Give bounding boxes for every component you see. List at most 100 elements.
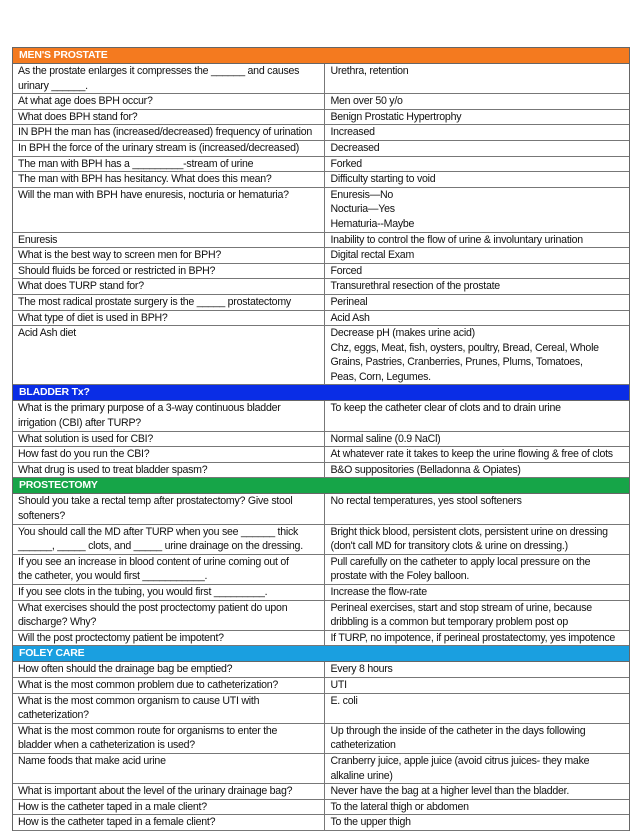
answer-cell: To the lateral thigh or abdomen [330,800,469,813]
answer-cell: To keep the catheter clear of clots and … [330,402,561,415]
question-cell: How is the catheter taped in a female cl… [13,815,326,830]
table-row: Should fluids be forced or restricted in… [13,263,629,280]
answer-cell: Enuresis—No Nocturia—Yes Hematuria--Mayb… [330,188,415,230]
table-row: What does BPH stand for? Benign Prostatic… [13,109,629,126]
question-cell: What is the primary purpose of a 3-way c… [13,401,326,431]
question-cell: How fast do you run the CBI? [13,447,326,462]
table-row: What does TURP stand for? Transurethral r… [13,279,629,295]
answer-cell: UTI [330,678,347,691]
question-cell: As the prostate enlarges it compresses t… [13,64,326,94]
answer-cell: Perineal exercises, start and stop strea… [330,601,592,629]
answer-cell: Decreased [330,141,380,154]
table-row: How fast do you run the CBI? At whatever … [13,447,629,463]
answer-cell: No rectal temperatures, yes stool soften… [330,495,522,508]
table-row: Name foods that make acid urine Cranberry… [13,753,629,785]
study-table: MEN'S PROSTATE As the prostate enlarges i… [12,47,630,831]
question-cell: What exercises should the post proctecto… [13,600,326,630]
question-cell: IN BPH the man has (increased/decreased)… [13,125,326,140]
answer-cell: If TURP, no impotence, if perineal prost… [330,631,616,644]
question-cell: What is the best way to screen men for B… [13,248,326,263]
table-row: The most radical prostate surgery is the… [13,294,629,311]
question-cell: Acid Ash diet [13,326,326,385]
table-row: You should call the MD after TURP when y… [13,524,629,555]
answer-cell: Urethra, retention [330,65,409,77]
answer-cell: Difficulty starting to void [330,173,436,186]
table-row: What is important about the level of the… [13,784,629,800]
question-cell: Will the man with BPH have enuresis, noc… [13,187,326,232]
question-cell: How often should the drainage bag be emp… [13,662,326,677]
table-row: What is the most common problem due to c… [13,677,629,694]
table-row: What is the best way to screen men for B… [13,248,629,264]
question-cell: What solution is used for CBI? [13,431,326,447]
table-row: What type of diet is used in BPH? Acid As… [13,310,629,327]
question-cell: Will the post proctectomy patient be imp… [13,630,326,646]
question-cell: What is important about the level of the… [13,784,326,799]
question-cell: The most radical prostate surgery is the… [13,294,326,310]
answer-cell: Increased [330,126,375,139]
answer-cell: Normal saline (0.9 NaCl) [330,432,441,445]
table-row: The man with BPH has a _________-stream … [13,156,629,173]
answer-cell: Transurethral resection of the prostate [330,280,500,293]
table-row: How often should the drainage bag be emp… [13,662,629,678]
table-row: What drug is used to treat bladder spasm… [13,462,629,479]
table-row: If you see an increase in blood content … [13,554,629,585]
table-row: How is the catheter taped in a female cl… [13,815,629,831]
table-row: What is the most common organism to caus… [13,693,629,724]
table-row: Enuresis Inability to control the flow of… [13,232,629,249]
answer-cell: Benign Prostatic Hypertrophy [330,110,462,123]
question-cell: You should call the MD after TURP when y… [13,524,326,554]
answer-cell: Never have the bag at a higher level tha… [330,785,570,798]
answer-cell: E. coli [330,694,358,707]
answer-cell: Decrease pH (makes urine acid) Chz, eggs… [330,327,599,383]
question-cell: Should you take a rectal temp after pros… [13,494,326,524]
question-cell: The man with BPH has a _________-stream … [13,156,326,172]
table-row: If you see clots in the tubing, you woul… [13,585,629,601]
table-row: As the prostate enlarges it compresses t… [13,64,629,95]
answer-cell: Every 8 hours [330,663,393,676]
question-cell: Enuresis [13,232,326,248]
answer-cell: Men over 50 y/o [330,95,403,108]
answer-cell: Pull carefully on the catheter to apply … [330,555,591,583]
table-row: What is the most common route for organi… [13,723,629,754]
section-header: FOLEY CARE [13,646,629,663]
question-cell: What is the most common route for organi… [13,723,326,753]
answer-cell: Increase the flow-rate [330,586,427,598]
question-cell: How is the catheter taped in a male clie… [13,799,326,815]
answer-cell: Digital rectal Exam [330,249,415,262]
answer-cell: Forked [330,157,362,170]
section-header: MEN'S PROSTATE [13,48,629,64]
question-cell: In BPH the force of the urinary stream i… [13,140,326,156]
question-cell: Name foods that make acid urine [13,753,326,784]
question-cell: What type of diet is used in BPH? [13,310,326,326]
table-row: Will the man with BPH have enuresis, noc… [13,187,629,233]
answer-cell: Up through the inside of the catheter in… [330,724,586,752]
table-row: Should you take a rectal temp after pros… [13,494,629,525]
answer-cell: B&O suppositories (Belladonna & Opiates) [330,463,521,476]
table-row: What exercises should the post proctecto… [13,600,629,631]
answer-cell: Perineal [330,295,368,308]
answer-cell: To the upper thigh [330,816,411,829]
question-cell: If you see an increase in blood content … [13,554,326,584]
question-cell: The man with BPH has hesitancy. What doe… [13,172,326,187]
table-row: What solution is used for CBI? Normal sal… [13,431,629,448]
table-row: At what age does BPH occur? Men over 50 y… [13,94,629,110]
question-cell: Should fluids be forced or restricted in… [13,263,326,279]
table-row: How is the catheter taped in a male clie… [13,799,629,816]
table-row: In BPH the force of the urinary stream i… [13,140,629,157]
question-cell: What is the most common organism to caus… [13,693,326,723]
question-cell: What does TURP stand for? [13,279,326,294]
answer-cell: Cranberry juice, apple juice (avoid citr… [330,754,590,782]
answer-cell: Inability to control the flow of urine &… [330,233,583,246]
section-header: PROSTECTOMY [13,478,629,495]
question-cell: What drug is used to treat bladder spasm… [13,462,326,478]
table-row: The man with BPH has hesitancy. What doe… [13,172,629,188]
section-header: BLADDER Tx? [13,385,629,402]
table-row: What is the primary purpose of a 3-way c… [13,401,629,432]
answer-cell: Bright thick blood, persistent clots, pe… [330,525,608,553]
question-cell: What does BPH stand for? [13,109,326,125]
table-row: IN BPH the man has (increased/decreased)… [13,125,629,141]
answer-cell: Acid Ash [330,311,370,324]
question-cell: If you see clots in the tubing, you woul… [13,585,326,600]
question-cell: What is the most common problem due to c… [13,677,326,693]
answer-cell: At whatever rate it takes to keep the ur… [330,448,613,461]
